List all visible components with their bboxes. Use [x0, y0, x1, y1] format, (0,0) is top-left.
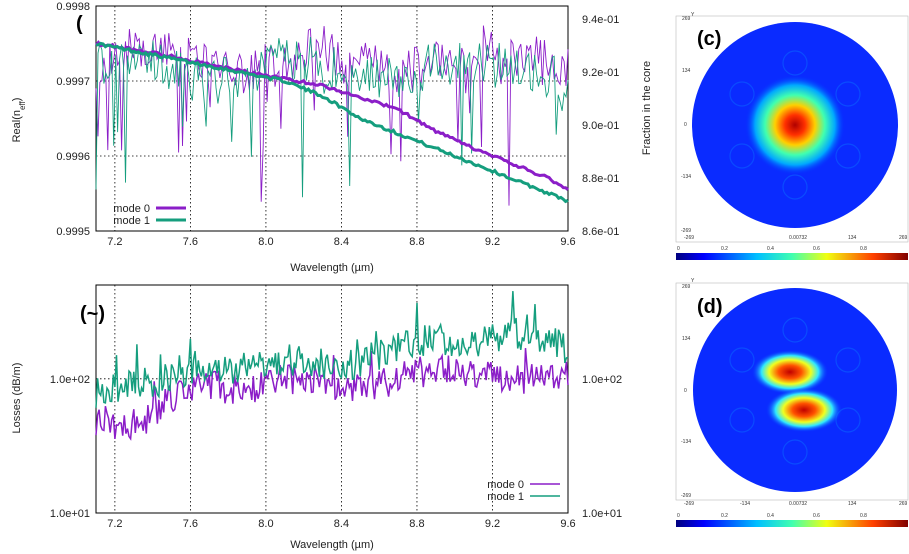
ylabel-b: Losses (dB/m) [11, 363, 23, 434]
y2label-a: Fraction in the core [641, 61, 653, 155]
ytick-a: 0.9997 [56, 76, 90, 88]
cbar-tick-d-3: 0.6 [813, 513, 820, 519]
ytick-a: 0.9995 [56, 226, 90, 238]
map-ytick-c-3: -134 [681, 174, 691, 180]
panel-label-d: (d) [697, 296, 723, 318]
legend-mode0-a: mode 0 [113, 203, 150, 215]
cbar-tick-c-3: 0.6 [813, 246, 820, 252]
chart-real-neff: 7.2 7.6 8.0 8.4 8.8 9.2 9.6 0.9995 0.9996 0.9997 0… [11, 1, 653, 274]
map-xtick-c-2: 134 [848, 235, 857, 241]
map-ytick-d-4: -269 [681, 493, 691, 499]
cladding-holes-c [729, 50, 861, 200]
map-frame-d [675, 282, 909, 501]
cbar-tick-c-0: 0 [677, 246, 680, 252]
xtick-a: 7.2 [107, 236, 122, 248]
map-ytick-d-3: -134 [681, 439, 691, 445]
panel-label-a: ( [76, 13, 83, 35]
map-xtick-c-1: 0.00732 [789, 235, 807, 241]
map-ytick-c-4: -269 [681, 228, 691, 234]
xlabel-a: Wavelength (µm) [290, 262, 374, 274]
map-ytick-d-0: 269 [682, 284, 691, 290]
xlabel-b: Wavelength (µm) [290, 539, 374, 551]
xtick-a: 8.0 [258, 236, 273, 248]
mode-lobe-lower-d [766, 388, 842, 432]
colorbar-d [676, 520, 908, 527]
legend-mode0-b: mode 0 [487, 479, 524, 491]
ytick-a: 0.9996 [56, 151, 90, 163]
ytick-a: 0.9998 [56, 1, 90, 13]
xtick-a: 7.6 [183, 236, 198, 248]
mode-lobe-upper-d [752, 350, 828, 394]
colorbar-c [676, 253, 908, 260]
ytick-b: 1.0e+01 [50, 508, 90, 520]
map-ytick-d-2: 0 [684, 388, 687, 394]
series-a [94, 25, 569, 206]
map-ytick-c-0: 269 [682, 16, 691, 22]
xtick-a: 8.8 [409, 236, 424, 248]
mode-map-d: (d) Y 269 134 0 -134 -269 -269 -134 0.00… [675, 278, 909, 527]
xtick-a: 9.6 [560, 236, 575, 248]
ytick-b: 1.0e+02 [50, 374, 90, 386]
xtick-b: 7.6 [183, 518, 198, 530]
map-y-axis-c: Y [691, 12, 695, 18]
y2tick-a: 8.8e-01 [582, 173, 619, 185]
cbar-tick-c-4: 0.8 [860, 246, 867, 252]
map-ytick-d-1: 134 [682, 336, 691, 342]
xtick-b: 8.8 [409, 518, 424, 530]
legend-mode1-a: mode 1 [113, 215, 150, 227]
fraction-core-mode0-line [95, 25, 569, 206]
legend-b: mode 0 mode 1 [487, 479, 560, 503]
xtick-a: 9.2 [485, 236, 500, 248]
y2tick-a: 9.4e-01 [582, 14, 619, 26]
map-xtick-c-0: -269 [684, 235, 694, 241]
map-ytick-c-1: 134 [682, 68, 691, 74]
map-xtick-d-4: 269 [899, 501, 908, 507]
map-ytick-c-2: 0 [684, 122, 687, 128]
loss-mode1-line [95, 291, 569, 408]
map-xtick-d-3: 134 [848, 501, 857, 507]
map-xtick-d-1: -134 [740, 501, 750, 507]
cbar-tick-c-2: 0.4 [767, 246, 774, 252]
cbar-tick-d-0: 0 [677, 513, 680, 519]
xtick-b: 8.4 [334, 518, 349, 530]
map-y-axis-d: Y [691, 278, 695, 284]
y2tick-b: 1.0e+01 [582, 508, 622, 520]
panel-label-b: (~) [80, 303, 105, 325]
neff-mode1-line [95, 41, 569, 204]
y2tick-a: 8.6e-01 [582, 226, 619, 238]
y2tick-a: 9.0e-01 [582, 120, 619, 132]
chart-losses: 7.2 7.6 8.0 8.4 8.8 9.2 9.6 1.0e+01 1.0e+02 1.0e+… [11, 284, 622, 551]
map-xtick-d-2: 0.00732 [789, 501, 807, 507]
legend-mode1-b: mode 1 [487, 491, 524, 503]
map-xtick-d-0: -269 [684, 501, 694, 507]
loss-mode0-line [95, 348, 569, 441]
fundamental-mode-c [745, 75, 845, 175]
panel-label-c: (c) [697, 28, 721, 50]
xtick-b: 9.6 [560, 518, 575, 530]
cbar-tick-d-2: 0.4 [767, 513, 774, 519]
cbar-tick-c-1: 0.2 [721, 246, 728, 252]
cbar-tick-d-1: 0.2 [721, 513, 728, 519]
fraction-core-mode1-line [95, 36, 569, 198]
xtick-a: 8.4 [334, 236, 349, 248]
y2tick-a: 9.2e-01 [582, 67, 619, 79]
y2tick-b: 1.0e+02 [582, 374, 622, 386]
map-frame-c [675, 15, 909, 243]
xtick-b: 7.2 [107, 518, 122, 530]
ticks-a: 7.2 7.6 8.0 8.4 8.8 9.2 9.6 0.9995 0.9996 0.9997 0… [56, 1, 619, 248]
xtick-b: 9.2 [485, 518, 500, 530]
ticks-b: 7.2 7.6 8.0 8.4 8.8 9.2 9.6 1.0e+01 1.0e+02 1.0e+… [50, 374, 622, 530]
map-xtick-c-3: 269 [899, 235, 908, 241]
cbar-tick-d-4: 0.8 [860, 513, 867, 519]
legend-a: mode 0 mode 1 [113, 203, 186, 227]
ylabel-a: Real(neff) [11, 98, 27, 143]
series-b [95, 291, 569, 441]
mode-map-c: (c) Y 269 134 0 -134 -269 -269 0.00732 1… [675, 12, 909, 260]
xtick-b: 8.0 [258, 518, 273, 530]
